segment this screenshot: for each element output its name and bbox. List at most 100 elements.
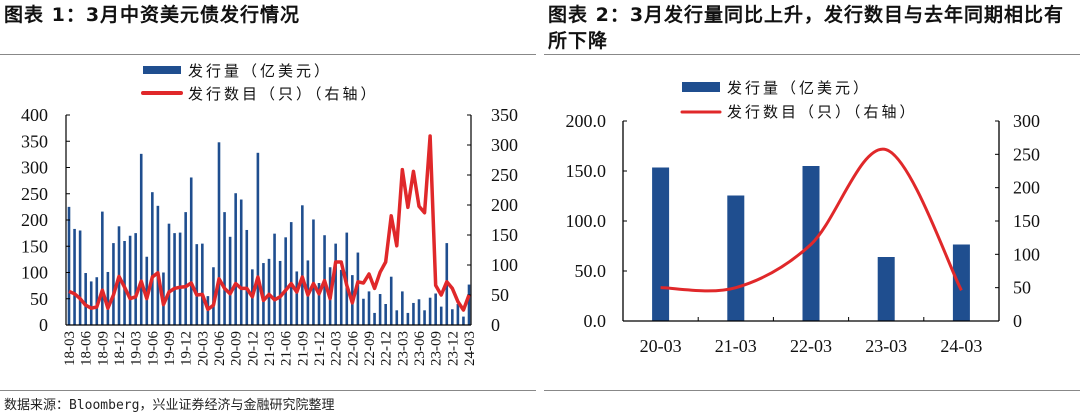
chart1-bar — [339, 269, 343, 325]
chart2-bar — [652, 167, 670, 321]
chart1-x-tick-label: 21-03 — [262, 331, 278, 366]
chart2-left-tick-label: 150.0 — [566, 161, 607, 181]
chart1-left-tick-label: 200 — [21, 210, 48, 230]
chart1-bar — [151, 192, 154, 325]
chart1-bar — [428, 297, 432, 325]
chart1-left-tick-label: 400 — [21, 105, 48, 125]
chart1-bar — [367, 291, 371, 325]
chart1-x-tick-label: 21-09 — [295, 331, 311, 366]
chart1-bar — [334, 243, 337, 325]
chart1-bar — [373, 312, 376, 325]
chart1-x-tick-label: 18-09 — [95, 331, 111, 366]
chart1-bar — [89, 281, 93, 325]
chart1-right-tick-label: 0 — [491, 315, 500, 335]
chart1-x-tick-label: 22-03 — [329, 331, 345, 366]
chart1-x-tick-label: 23-03 — [395, 331, 411, 366]
chart1-left-tick-label: 50 — [30, 289, 48, 309]
chart1-bar — [434, 293, 437, 325]
chart1-bar — [228, 236, 232, 325]
chart1-bar — [462, 316, 465, 325]
chart1-bar — [417, 299, 421, 325]
chart1-bar — [406, 312, 410, 325]
chart1-x-tick-label: 19-12 — [179, 331, 195, 366]
chart1-bar — [201, 243, 204, 325]
chart1-bar — [439, 306, 443, 325]
chart1-bar — [212, 267, 215, 325]
chart2-left-tick-label: 100.0 — [566, 211, 607, 231]
chart1-bar — [312, 219, 315, 325]
chart1-x-tick-label: 19-06 — [145, 331, 161, 366]
chart1-left-tick-label: 350 — [21, 131, 48, 151]
chart1-x-tick-label: 20-03 — [195, 331, 211, 366]
chart2-x-tick-label: 24-03 — [940, 336, 982, 356]
chart1-bar — [223, 212, 226, 325]
chart1-left-tick-label: 250 — [21, 184, 48, 204]
chart1-bar — [156, 205, 160, 325]
chart2-right-tick-label: 200 — [1013, 178, 1040, 198]
footer-divider — [0, 390, 536, 391]
chart1-title-divider — [0, 54, 536, 55]
chart1-bar — [395, 310, 399, 325]
chart1-x-tick-label: 23-09 — [429, 331, 445, 366]
chart1-bar — [423, 310, 426, 325]
chart2-right-tick-label: 250 — [1013, 144, 1040, 164]
chart1-bar — [134, 233, 137, 325]
chart2-right-tick-label: 100 — [1013, 244, 1040, 264]
chart1-bar — [217, 142, 221, 325]
chart1-left-tick-label: 0 — [39, 315, 48, 335]
chart1-x-tick-label: 19-09 — [162, 331, 178, 366]
chart1-bar — [412, 302, 415, 325]
chart1-bar — [239, 199, 243, 325]
chart2-x-tick-label: 23-03 — [865, 336, 907, 356]
chart1-right-tick-label: 200 — [491, 195, 518, 215]
chart2-right-tick-label: 0 — [1013, 311, 1022, 331]
chart1-bar — [284, 237, 287, 325]
chart1-x-tick-label: 22-06 — [345, 331, 361, 366]
chart1-legend-line-label: 发行数目（只）（右轴） — [188, 85, 379, 103]
chart1-bar — [362, 298, 365, 325]
chart1-bar — [301, 205, 304, 325]
chart2-title: 图表 2：3月发行量同比上升，发行数目与去年同期相比有所下降 — [548, 4, 1065, 52]
chart2-bar — [727, 195, 745, 321]
chart1-legend-bar-label: 发行量（亿美元） — [188, 62, 332, 80]
chart1-bar — [95, 277, 99, 325]
chart1-right-tick-label: 350 — [491, 105, 518, 125]
chart1-bar — [112, 243, 115, 325]
chart1-right-tick-label: 50 — [491, 285, 509, 305]
chart1-x-tick-label: 20-06 — [212, 331, 228, 366]
chart2-right-tick-label: 150 — [1013, 211, 1040, 231]
chart1-bar — [184, 212, 187, 325]
chart1-x-tick-label: 21-12 — [312, 331, 328, 366]
chart1-bar — [145, 256, 149, 325]
chart1-left-tick-label: 150 — [21, 236, 48, 256]
chart1-bar — [378, 294, 382, 325]
chart1-bar — [289, 222, 293, 325]
chart2-legend-line-label: 发行数目（只）（右轴） — [727, 103, 918, 121]
chart1-bar — [101, 211, 104, 325]
chart1-bar — [456, 304, 460, 325]
chart2-left-tick-label: 200.0 — [566, 111, 607, 131]
chart1-bar — [356, 252, 360, 325]
chart1-bar — [84, 273, 87, 325]
chart2-bar — [877, 257, 895, 321]
chart1-left-tick-label: 100 — [21, 263, 48, 283]
chart1-x-tick-label: 21-06 — [279, 331, 295, 366]
chart2-title-divider — [544, 54, 1080, 55]
chart1-x-tick-label: 24-03 — [462, 331, 478, 366]
chart1-bar — [389, 276, 393, 325]
chart1-legend-bar-swatch — [143, 66, 181, 74]
chart2-count-line — [660, 147, 963, 293]
chart1-bar — [384, 304, 387, 325]
chart1-bar — [189, 177, 193, 325]
chart1-right-tick-label: 300 — [491, 135, 518, 155]
chart1-right-tick-label: 100 — [491, 255, 518, 275]
chart2-legend-bar-swatch — [682, 82, 720, 92]
footer-divider-right — [544, 390, 1080, 391]
chart1-right-tick-label: 150 — [491, 225, 518, 245]
chart1-bar — [78, 230, 82, 325]
source-note: 数据来源：Bloomberg，兴业证券经济与金融研究院整理 — [4, 398, 335, 413]
chart1-bar — [67, 206, 71, 325]
chart1-bar — [167, 223, 171, 325]
chart2-x-tick-label: 20-03 — [640, 336, 682, 356]
chart2-x-tick-label: 22-03 — [790, 336, 832, 356]
